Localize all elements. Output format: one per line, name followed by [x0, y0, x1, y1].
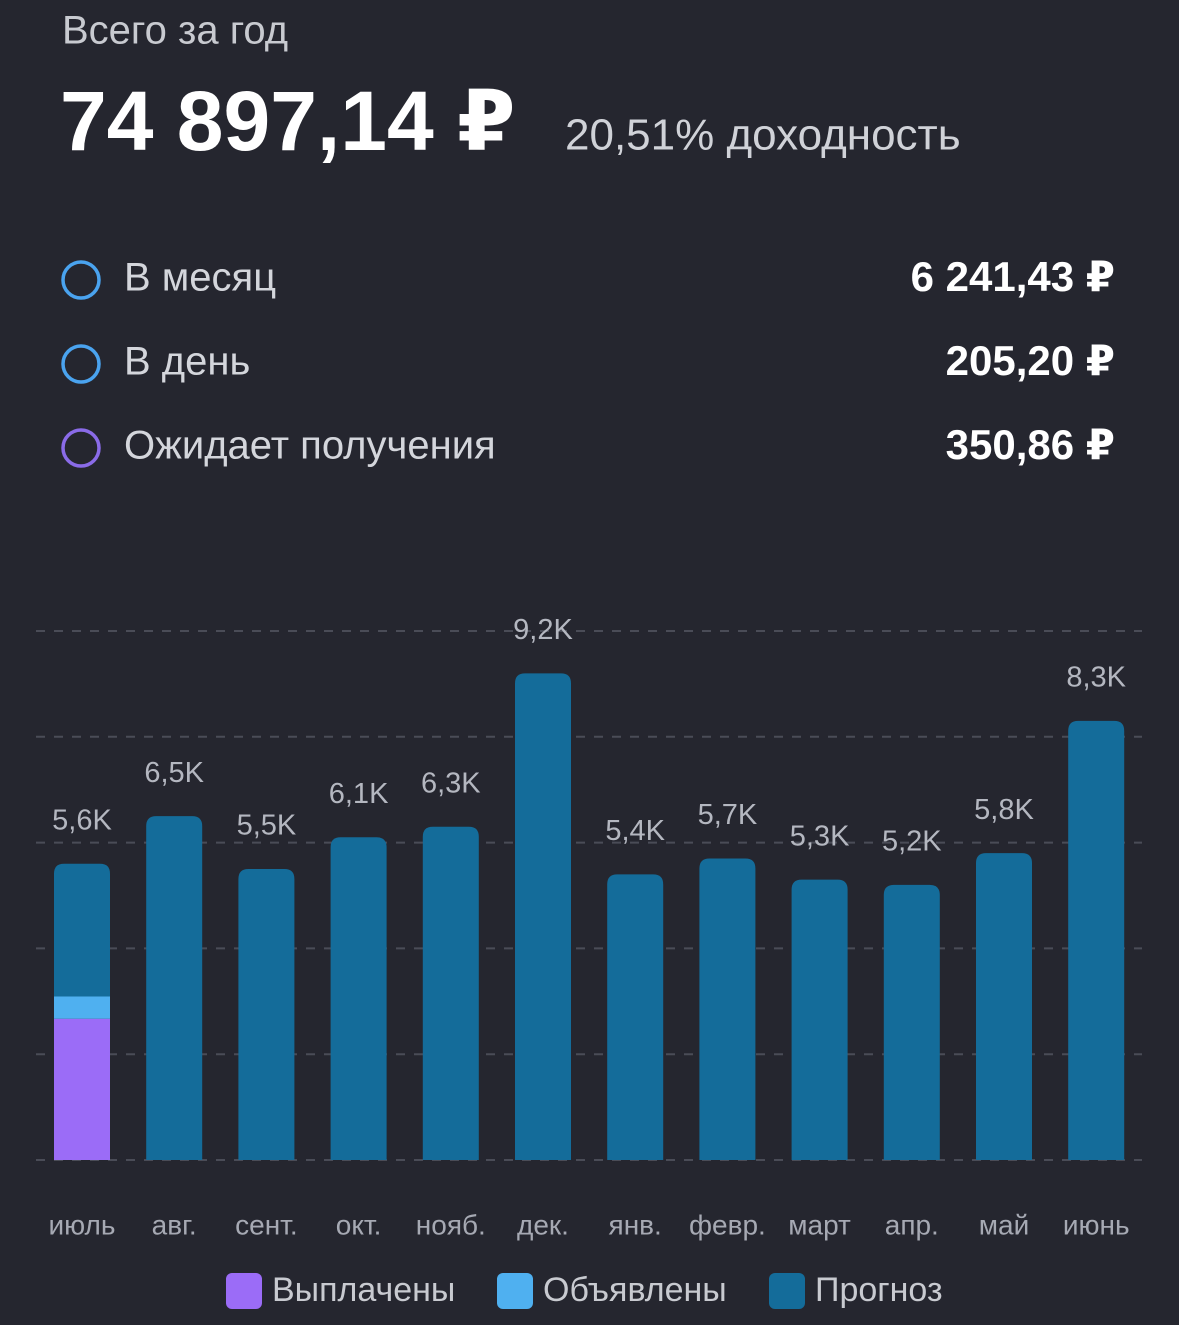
x-tick-label: июнь: [1063, 1209, 1130, 1240]
bar-segment: [515, 673, 571, 1160]
bar-segment: [976, 853, 1032, 1160]
yield: 20,51% доходность: [565, 111, 961, 160]
bar-segment: [607, 874, 664, 1160]
summary-value: 6 241,43 ₽: [911, 253, 1115, 300]
bar-segment: [54, 863, 110, 997]
bar-segment: [146, 816, 203, 1160]
value-label: 6,1K: [329, 778, 389, 810]
x-tick-label: сент.: [235, 1209, 298, 1240]
legend-label: Выплачены: [272, 1271, 455, 1309]
legend-swatch: [497, 1273, 533, 1309]
x-tick-label: авг.: [152, 1209, 197, 1240]
x-tick-label: дек.: [517, 1209, 569, 1240]
value-label: 6,5K: [144, 757, 204, 789]
x-tick-label: май: [979, 1209, 1029, 1240]
bar-segment: [699, 858, 756, 1160]
bar-segment: [238, 869, 295, 1160]
x-tick-label: нояб.: [416, 1209, 486, 1240]
summary-label: В месяц: [124, 256, 276, 300]
value-label: 5,6K: [52, 804, 112, 836]
x-tick-label: март: [788, 1209, 851, 1240]
summary-label: Ожидает получения: [124, 424, 496, 468]
bar-segment: [883, 884, 940, 1160]
status-dot: [61, 260, 101, 300]
bar-segment: [791, 879, 848, 1160]
x-tick-label: февр.: [689, 1209, 766, 1240]
value-label: 5,8K: [974, 794, 1034, 826]
value-label: 5,5K: [237, 810, 297, 842]
summary-label: В день: [124, 340, 250, 384]
x-tick-label: апр.: [885, 1209, 939, 1240]
value-label: 5,7K: [698, 799, 758, 831]
legend-swatch: [769, 1273, 805, 1309]
summary-value: 350,86 ₽: [946, 421, 1115, 468]
status-dot: [61, 344, 101, 384]
value-label: 5,2K: [882, 826, 942, 858]
bar-segment: [422, 826, 479, 1160]
x-tick-label: окт.: [336, 1209, 382, 1240]
value-label: 9,2K: [513, 614, 573, 646]
legend-swatch: [226, 1273, 262, 1309]
x-tick-label: июль: [49, 1209, 116, 1240]
legend-label: Объявлены: [543, 1271, 727, 1309]
value-label: 8,3K: [1066, 662, 1126, 694]
legend-label: Прогноз: [815, 1271, 943, 1309]
bar-segment: [54, 996, 110, 1019]
title: Всего за год: [62, 9, 288, 53]
total: 74 897,14 ₽: [60, 74, 515, 168]
value-label: 5,3K: [790, 820, 850, 852]
status-dot: [61, 428, 101, 468]
value-label: 6,3K: [421, 767, 481, 799]
bar-segment: [1068, 720, 1125, 1160]
bar-segment: [330, 837, 387, 1160]
x-tick-label: янв.: [609, 1209, 662, 1240]
summary-value: 205,20 ₽: [946, 337, 1115, 384]
value-label: 5,4K: [605, 815, 665, 847]
bar-segment: [54, 1018, 110, 1160]
